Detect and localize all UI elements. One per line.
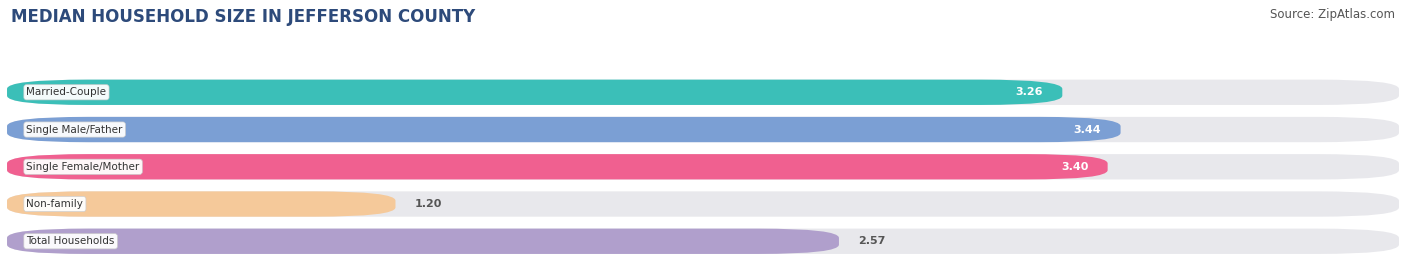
Text: Total Households: Total Households (27, 236, 115, 246)
Text: Married-Couple: Married-Couple (27, 87, 107, 97)
FancyBboxPatch shape (7, 117, 1399, 142)
FancyBboxPatch shape (7, 154, 1399, 179)
Text: 3.40: 3.40 (1062, 162, 1088, 172)
Text: MEDIAN HOUSEHOLD SIZE IN JEFFERSON COUNTY: MEDIAN HOUSEHOLD SIZE IN JEFFERSON COUNT… (11, 8, 475, 26)
Text: Single Female/Mother: Single Female/Mother (27, 162, 139, 172)
FancyBboxPatch shape (7, 229, 1399, 254)
FancyBboxPatch shape (7, 191, 395, 217)
Text: Source: ZipAtlas.com: Source: ZipAtlas.com (1270, 8, 1395, 21)
FancyBboxPatch shape (7, 80, 1063, 105)
FancyBboxPatch shape (7, 191, 1399, 217)
Text: Single Male/Father: Single Male/Father (27, 125, 122, 134)
FancyBboxPatch shape (7, 229, 839, 254)
FancyBboxPatch shape (7, 117, 1121, 142)
FancyBboxPatch shape (7, 154, 1108, 179)
Text: Non-family: Non-family (27, 199, 83, 209)
Text: 3.26: 3.26 (1015, 87, 1043, 97)
Text: 1.20: 1.20 (415, 199, 443, 209)
Text: 2.57: 2.57 (859, 236, 886, 246)
Text: 3.44: 3.44 (1074, 125, 1101, 134)
FancyBboxPatch shape (7, 80, 1399, 105)
